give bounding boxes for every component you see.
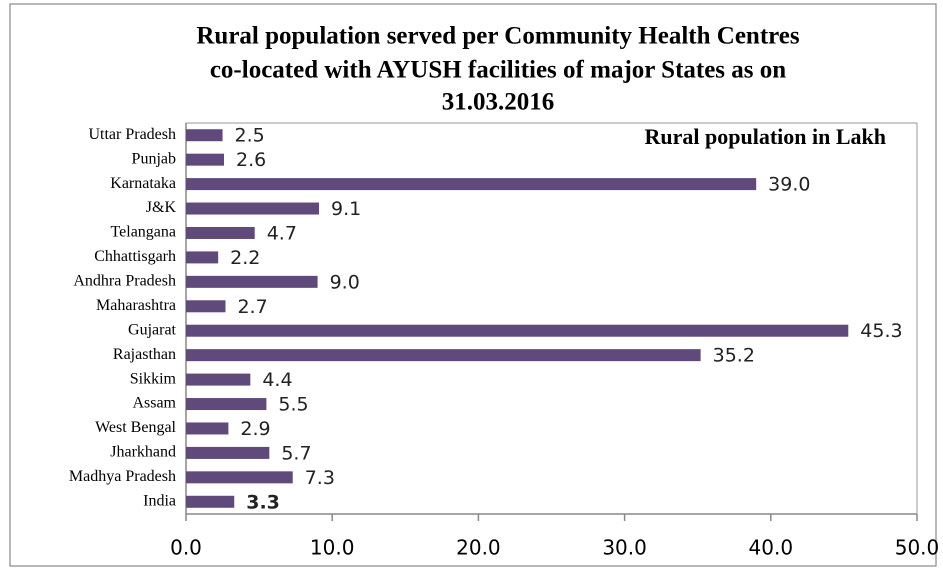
y-tick-label: Madhya Pradesh xyxy=(69,468,176,485)
bar xyxy=(186,349,701,362)
annotation: Rural population in Lakh xyxy=(645,124,886,149)
y-tick-label: J&K xyxy=(146,199,177,216)
value-label: 5.7 xyxy=(281,442,311,464)
bar xyxy=(186,373,251,386)
y-tick-label: Andhra Pradesh xyxy=(73,273,176,290)
y-tick-label: Punjab xyxy=(132,150,176,167)
bar xyxy=(186,471,293,484)
y-tick-label: Gujarat xyxy=(128,321,177,338)
chart-title: co-located with AYUSH facilities of majo… xyxy=(210,57,786,84)
value-label: 2.6 xyxy=(236,149,266,171)
value-label: 2.2 xyxy=(230,247,260,269)
value-label: 39.0 xyxy=(768,174,810,196)
y-tick-label: Maharashtra xyxy=(96,297,176,314)
bar xyxy=(186,495,235,508)
value-label: 9.0 xyxy=(330,271,360,293)
bar xyxy=(186,275,318,288)
bar xyxy=(186,422,229,435)
y-tick-label: West Bengal xyxy=(95,419,176,436)
y-tick-label: India xyxy=(143,492,176,509)
x-tick-label: 10.0 xyxy=(310,536,355,560)
chart-border xyxy=(9,3,937,567)
value-label: 35.2 xyxy=(713,345,755,367)
bar xyxy=(186,251,219,264)
y-tick-label: Rajasthan xyxy=(113,346,176,363)
bar xyxy=(186,446,270,459)
chart-title: Rural population served per Community He… xyxy=(196,23,800,50)
y-tick-label: Jharkhand xyxy=(110,444,176,461)
y-tick-label: Karnataka xyxy=(110,175,176,192)
value-label: 2.9 xyxy=(240,418,270,440)
y-tick-label: Telangana xyxy=(110,224,176,241)
bar xyxy=(186,324,849,337)
value-label: 7.3 xyxy=(305,467,335,489)
x-tick-label: 50.0 xyxy=(895,536,940,560)
value-label: 5.5 xyxy=(278,394,308,416)
bar xyxy=(186,178,757,191)
bar xyxy=(186,300,226,313)
value-label: 2.7 xyxy=(237,296,267,318)
x-tick-label: 40.0 xyxy=(749,536,794,560)
value-label: 2.5 xyxy=(235,125,265,147)
x-tick-label: 30.0 xyxy=(602,536,647,560)
bar xyxy=(186,153,225,166)
y-tick-label: Uttar Pradesh xyxy=(88,126,176,143)
y-tick-label: Assam xyxy=(132,395,176,412)
value-label: 3.3 xyxy=(246,491,280,513)
x-tick-label: 20.0 xyxy=(456,536,501,560)
value-label: 9.1 xyxy=(331,198,361,220)
bar xyxy=(186,202,320,215)
bar xyxy=(186,226,255,239)
y-tick-label: Chhattisgarh xyxy=(94,248,176,265)
bar xyxy=(186,129,223,142)
bar xyxy=(186,398,267,411)
value-label: 45.3 xyxy=(860,320,902,342)
y-tick-label: Sikkim xyxy=(130,370,177,387)
chart-title: 31.03.2016 xyxy=(442,89,555,116)
value-label: 4.7 xyxy=(267,222,297,244)
value-label: 4.4 xyxy=(262,369,292,391)
x-tick-label: 0.0 xyxy=(170,536,202,560)
